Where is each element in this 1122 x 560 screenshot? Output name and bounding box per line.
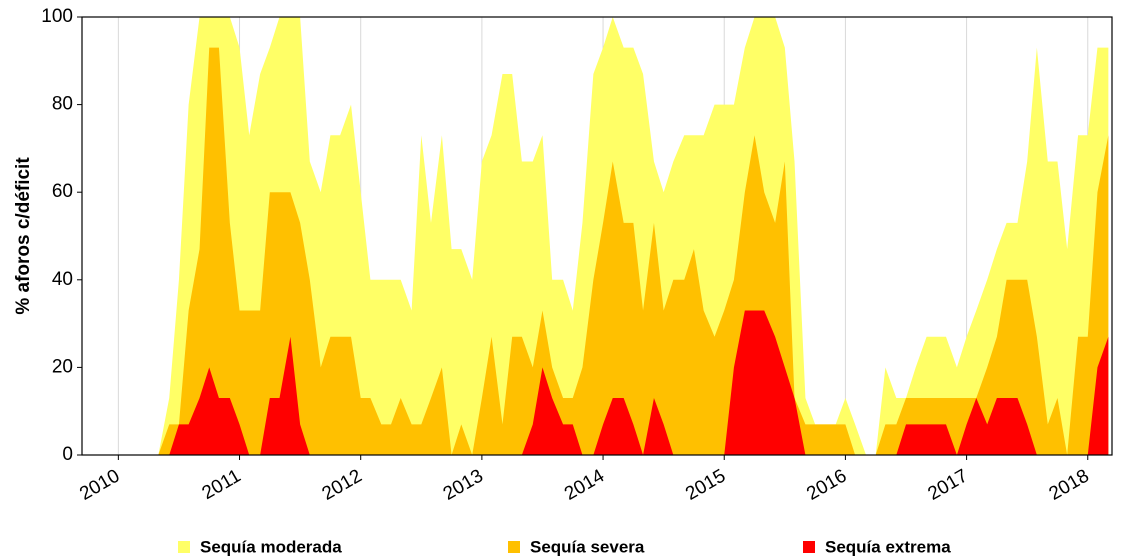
y-tick-label: 20 [52,356,73,377]
x-tick-label: 2016 [803,465,850,504]
y-tick-label: 100 [41,6,73,27]
x-tick-label: 2014 [561,465,608,505]
x-tick-label: 2011 [199,465,245,504]
y-tick-label: 0 [62,444,73,465]
legend: Sequía moderada Sequía severa Sequía extre… [178,537,951,556]
areas [148,17,1109,455]
legend-swatch [803,541,815,553]
y-tick-label: 40 [52,269,73,290]
legend-label: Sequía severa [530,537,645,556]
area [148,310,1109,455]
x-tick-label: 2017 [924,465,971,504]
y-tick-label: 60 [52,181,73,202]
legend-swatch [178,541,190,553]
x-tick-label: 2013 [440,465,487,504]
legend-label: Sequía extrema [825,537,951,556]
y-tick-label: 80 [52,94,73,115]
x-tick-label: 2015 [682,465,729,504]
x-tick-label: 2010 [76,465,123,504]
plot-frame [81,16,1113,456]
legend-label: Sequía moderada [200,537,342,556]
x-tick-label: 2012 [319,465,366,504]
legend-swatch [508,541,520,553]
y-axis-label: % aforos c/déficit [13,157,34,315]
area [148,47,1109,455]
x-tick-label: 2018 [1046,465,1093,504]
